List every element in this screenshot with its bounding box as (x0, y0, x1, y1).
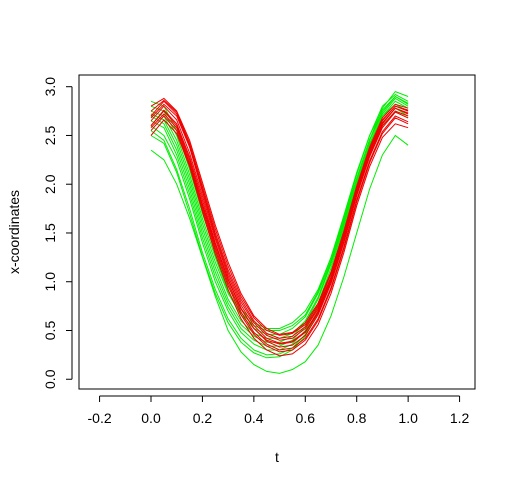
series-line-18 (150, 109, 409, 348)
series-line-11 (150, 110, 409, 345)
x-axis-title: t (275, 449, 279, 465)
x-tick-label: 0.6 (296, 410, 316, 426)
x-tick-label: 0.2 (193, 410, 213, 426)
y-tick-label: 3.0 (42, 77, 58, 97)
series-line-8 (150, 95, 409, 331)
series-line-19 (150, 103, 409, 341)
x-tick-label: 1.0 (398, 410, 418, 426)
y-tick-label: 0.5 (42, 321, 58, 341)
x-tick-label: 0.8 (347, 410, 367, 426)
x-tick-label: 0.4 (244, 410, 264, 426)
y-tick-label: 2.5 (42, 126, 58, 146)
x-axis: -0.2 0.0 0.2 0.4 0.6 0.8 1.0 1.2 (88, 395, 470, 426)
plot-frame (78, 74, 476, 390)
y-tick-label: 1.5 (42, 223, 58, 243)
y-tick-label: 2.0 (42, 174, 58, 194)
x-tick-label: 1.2 (450, 410, 470, 426)
x-tick-label: 0.0 (141, 410, 161, 426)
series-line-13 (150, 115, 409, 353)
series-layer (150, 91, 409, 374)
y-axis: 0.0 0.5 1.0 1.5 2.0 2.5 3.0 (42, 77, 73, 389)
series-line-7 (150, 100, 409, 347)
x-tick-label: -0.2 (88, 410, 112, 426)
series-line-20 (150, 113, 409, 351)
series-line-17 (150, 99, 409, 336)
series-line-1 (150, 134, 409, 374)
y-axis-title: x-coordinates (6, 190, 22, 274)
y-tick-label: 1.0 (42, 272, 58, 292)
series-line-16 (150, 119, 409, 357)
y-tick-label: 0.0 (42, 369, 58, 389)
series-line-14 (150, 97, 409, 335)
